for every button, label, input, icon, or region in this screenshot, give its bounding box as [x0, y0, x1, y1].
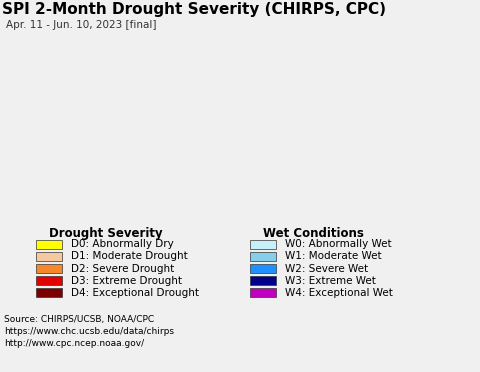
Bar: [250, 264, 276, 273]
Bar: [250, 252, 276, 261]
Bar: [36, 240, 62, 249]
Bar: [36, 276, 62, 285]
Text: D0: Abnormally Dry: D0: Abnormally Dry: [71, 239, 174, 249]
Text: SPI 2-Month Drought Severity (CHIRPS, CPC): SPI 2-Month Drought Severity (CHIRPS, CP…: [2, 2, 386, 17]
Bar: [36, 264, 62, 273]
Text: W0: Abnormally Wet: W0: Abnormally Wet: [285, 239, 391, 249]
Bar: [250, 240, 276, 249]
Bar: [250, 288, 276, 298]
Text: D4: Exceptional Drought: D4: Exceptional Drought: [71, 288, 199, 298]
Text: W2: Severe Wet: W2: Severe Wet: [285, 263, 368, 273]
Text: W3: Extreme Wet: W3: Extreme Wet: [285, 276, 375, 286]
Bar: [250, 276, 276, 285]
Text: W4: Exceptional Wet: W4: Exceptional Wet: [285, 288, 393, 298]
Text: Source: CHIRPS/UCSB, NOAA/CPC
https://www.chc.ucsb.edu/data/chirps
http://www.cp: Source: CHIRPS/UCSB, NOAA/CPC https://ww…: [4, 315, 174, 348]
Text: Wet Conditions: Wet Conditions: [263, 227, 364, 240]
Text: W1: Moderate Wet: W1: Moderate Wet: [285, 251, 381, 262]
Text: Apr. 11 - Jun. 10, 2023 [final]: Apr. 11 - Jun. 10, 2023 [final]: [6, 20, 156, 30]
Bar: [36, 252, 62, 261]
Bar: [36, 288, 62, 298]
Text: D1: Moderate Drought: D1: Moderate Drought: [71, 251, 188, 262]
Text: D2: Severe Drought: D2: Severe Drought: [71, 263, 174, 273]
Text: Drought Severity: Drought Severity: [49, 227, 163, 240]
Text: D3: Extreme Drought: D3: Extreme Drought: [71, 276, 182, 286]
